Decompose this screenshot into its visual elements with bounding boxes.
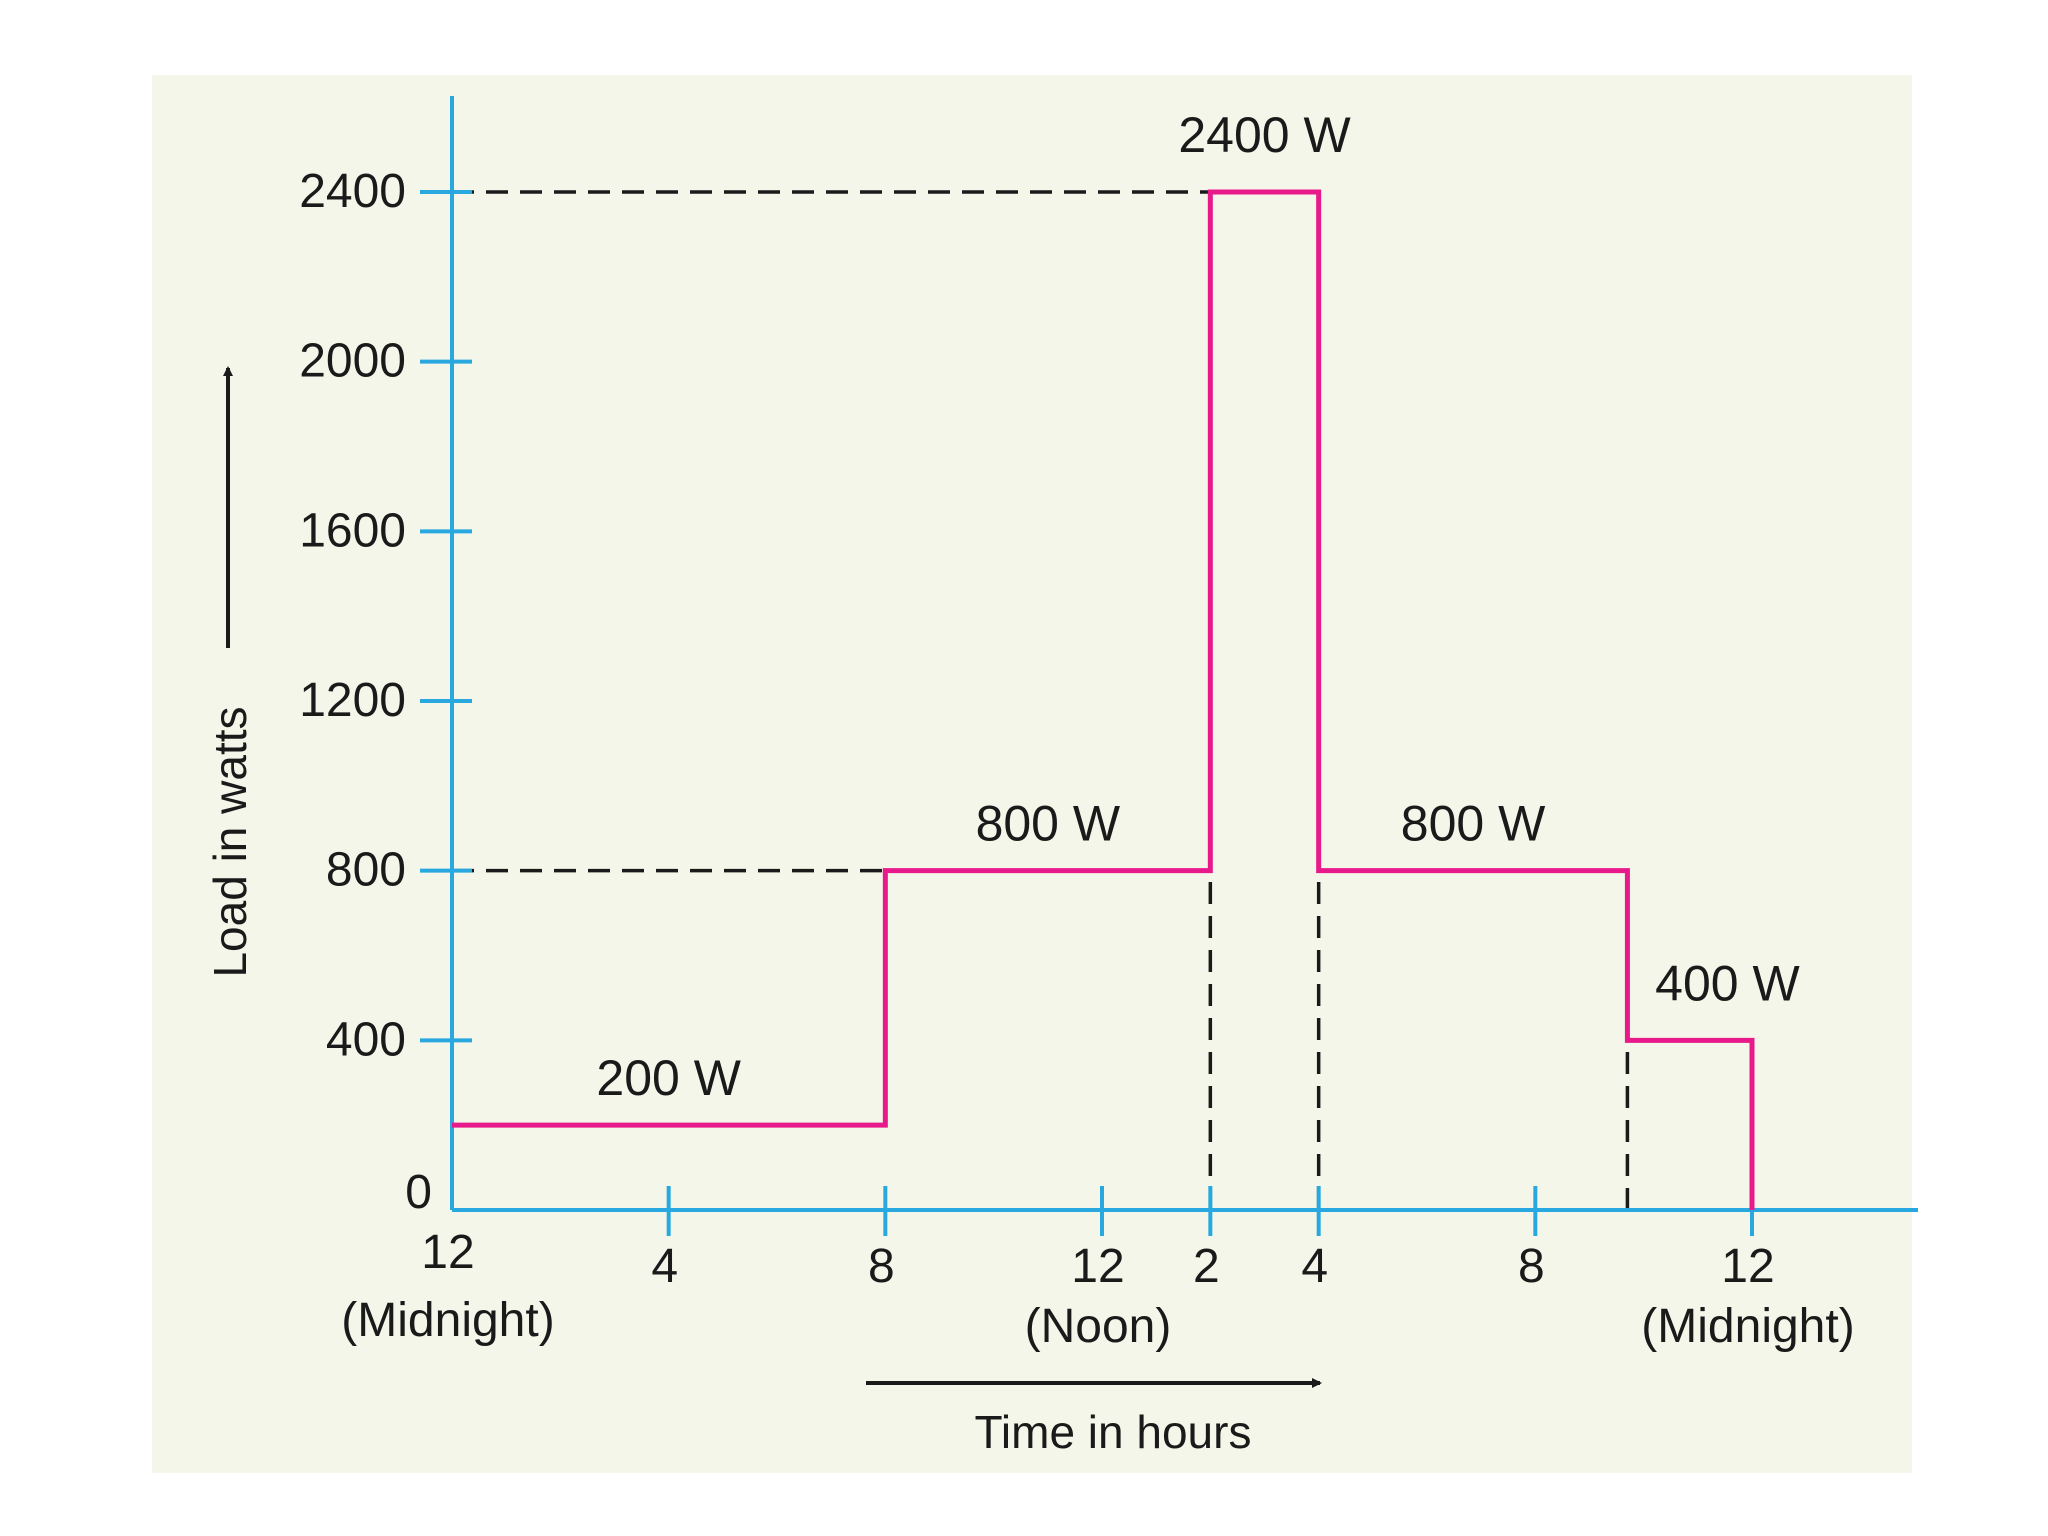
axes [450,96,1918,1212]
y-tick-label-1600: 1600 [299,504,406,557]
x-tick-label-1: 4 [651,1240,678,1293]
y-tick-label-2000: 2000 [299,335,406,388]
y-tick-label-400: 400 [326,1013,406,1066]
x-tick-sublabel-0: (Midnight) [341,1294,554,1347]
chart-panel [152,75,1912,1473]
x-tick-label-4: 2 [1193,1240,1220,1293]
x-tick-sublabel-2: (Midnight) [1641,1300,1854,1353]
y-tick-label-1200: 1200 [299,674,406,727]
segment-labels: 200 W 800 W 2400 W 800 W 400 W [596,107,1800,1106]
segment-label-0: 200 W [596,1050,741,1106]
x-tick-label-7: 12 [1721,1240,1774,1293]
y-tick-label-0: 0 [405,1166,432,1219]
y-tick-label-2400: 2400 [299,165,406,218]
segment-label-1: 800 W [976,796,1121,852]
y-ticks: 0 400 800 1200 1600 2000 2400 [299,165,472,1219]
load-step-line [452,189,1755,1210]
segment-label-4: 400 W [1655,955,1800,1011]
x-tick-label-6: 8 [1518,1240,1545,1293]
x-ticks: 12 4 8 12 2 4 8 12 (Midnight) (Noon) (Midnight) [341,1186,1855,1353]
x-axis-title: Time in hours [975,1406,1252,1458]
x-tick-label-3: 12 [1071,1240,1124,1293]
load-series [452,189,1755,1210]
reference-lines [452,190,1630,1210]
segment-label-2: 2400 W [1178,107,1351,163]
x-tick-sublabel-1: (Noon) [1025,1300,1172,1353]
x-axis-title-group: Time in hours [866,1378,1322,1458]
x-tick-label-5: 4 [1301,1240,1328,1293]
segment-label-3: 800 W [1401,796,1546,852]
y-tick-label-800: 800 [326,844,406,897]
x-tick-label-0: 12 [421,1226,474,1279]
y-axis-title: Load in watts [204,706,256,977]
y-axis-title-group: Load in watts [204,366,256,978]
x-tick-label-2: 8 [868,1240,895,1293]
